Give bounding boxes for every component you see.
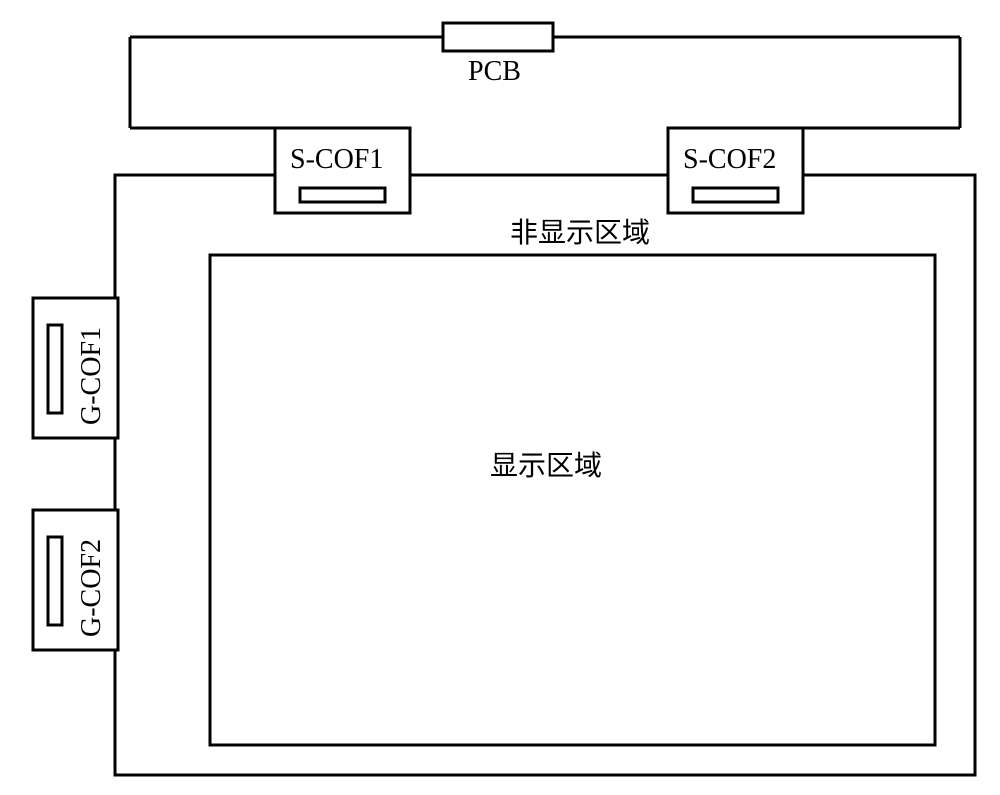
gcof2-inner [48, 537, 62, 625]
scof1-inner [300, 188, 385, 202]
pcb-label: PCB [468, 56, 521, 87]
pcb-box [443, 23, 553, 51]
gcof1-inner [48, 325, 62, 413]
gcof2-label: G-COF2 [76, 539, 107, 637]
non-display-label: 非显示区域 [510, 217, 650, 249]
scof1-label: S-COF1 [290, 144, 383, 175]
scof2-inner [693, 188, 778, 202]
gcof1-label: G-COF1 [76, 327, 107, 425]
scof2-label: S-COF2 [683, 144, 776, 175]
display-area-label: 显示区域 [490, 450, 602, 482]
display-area [210, 255, 935, 745]
